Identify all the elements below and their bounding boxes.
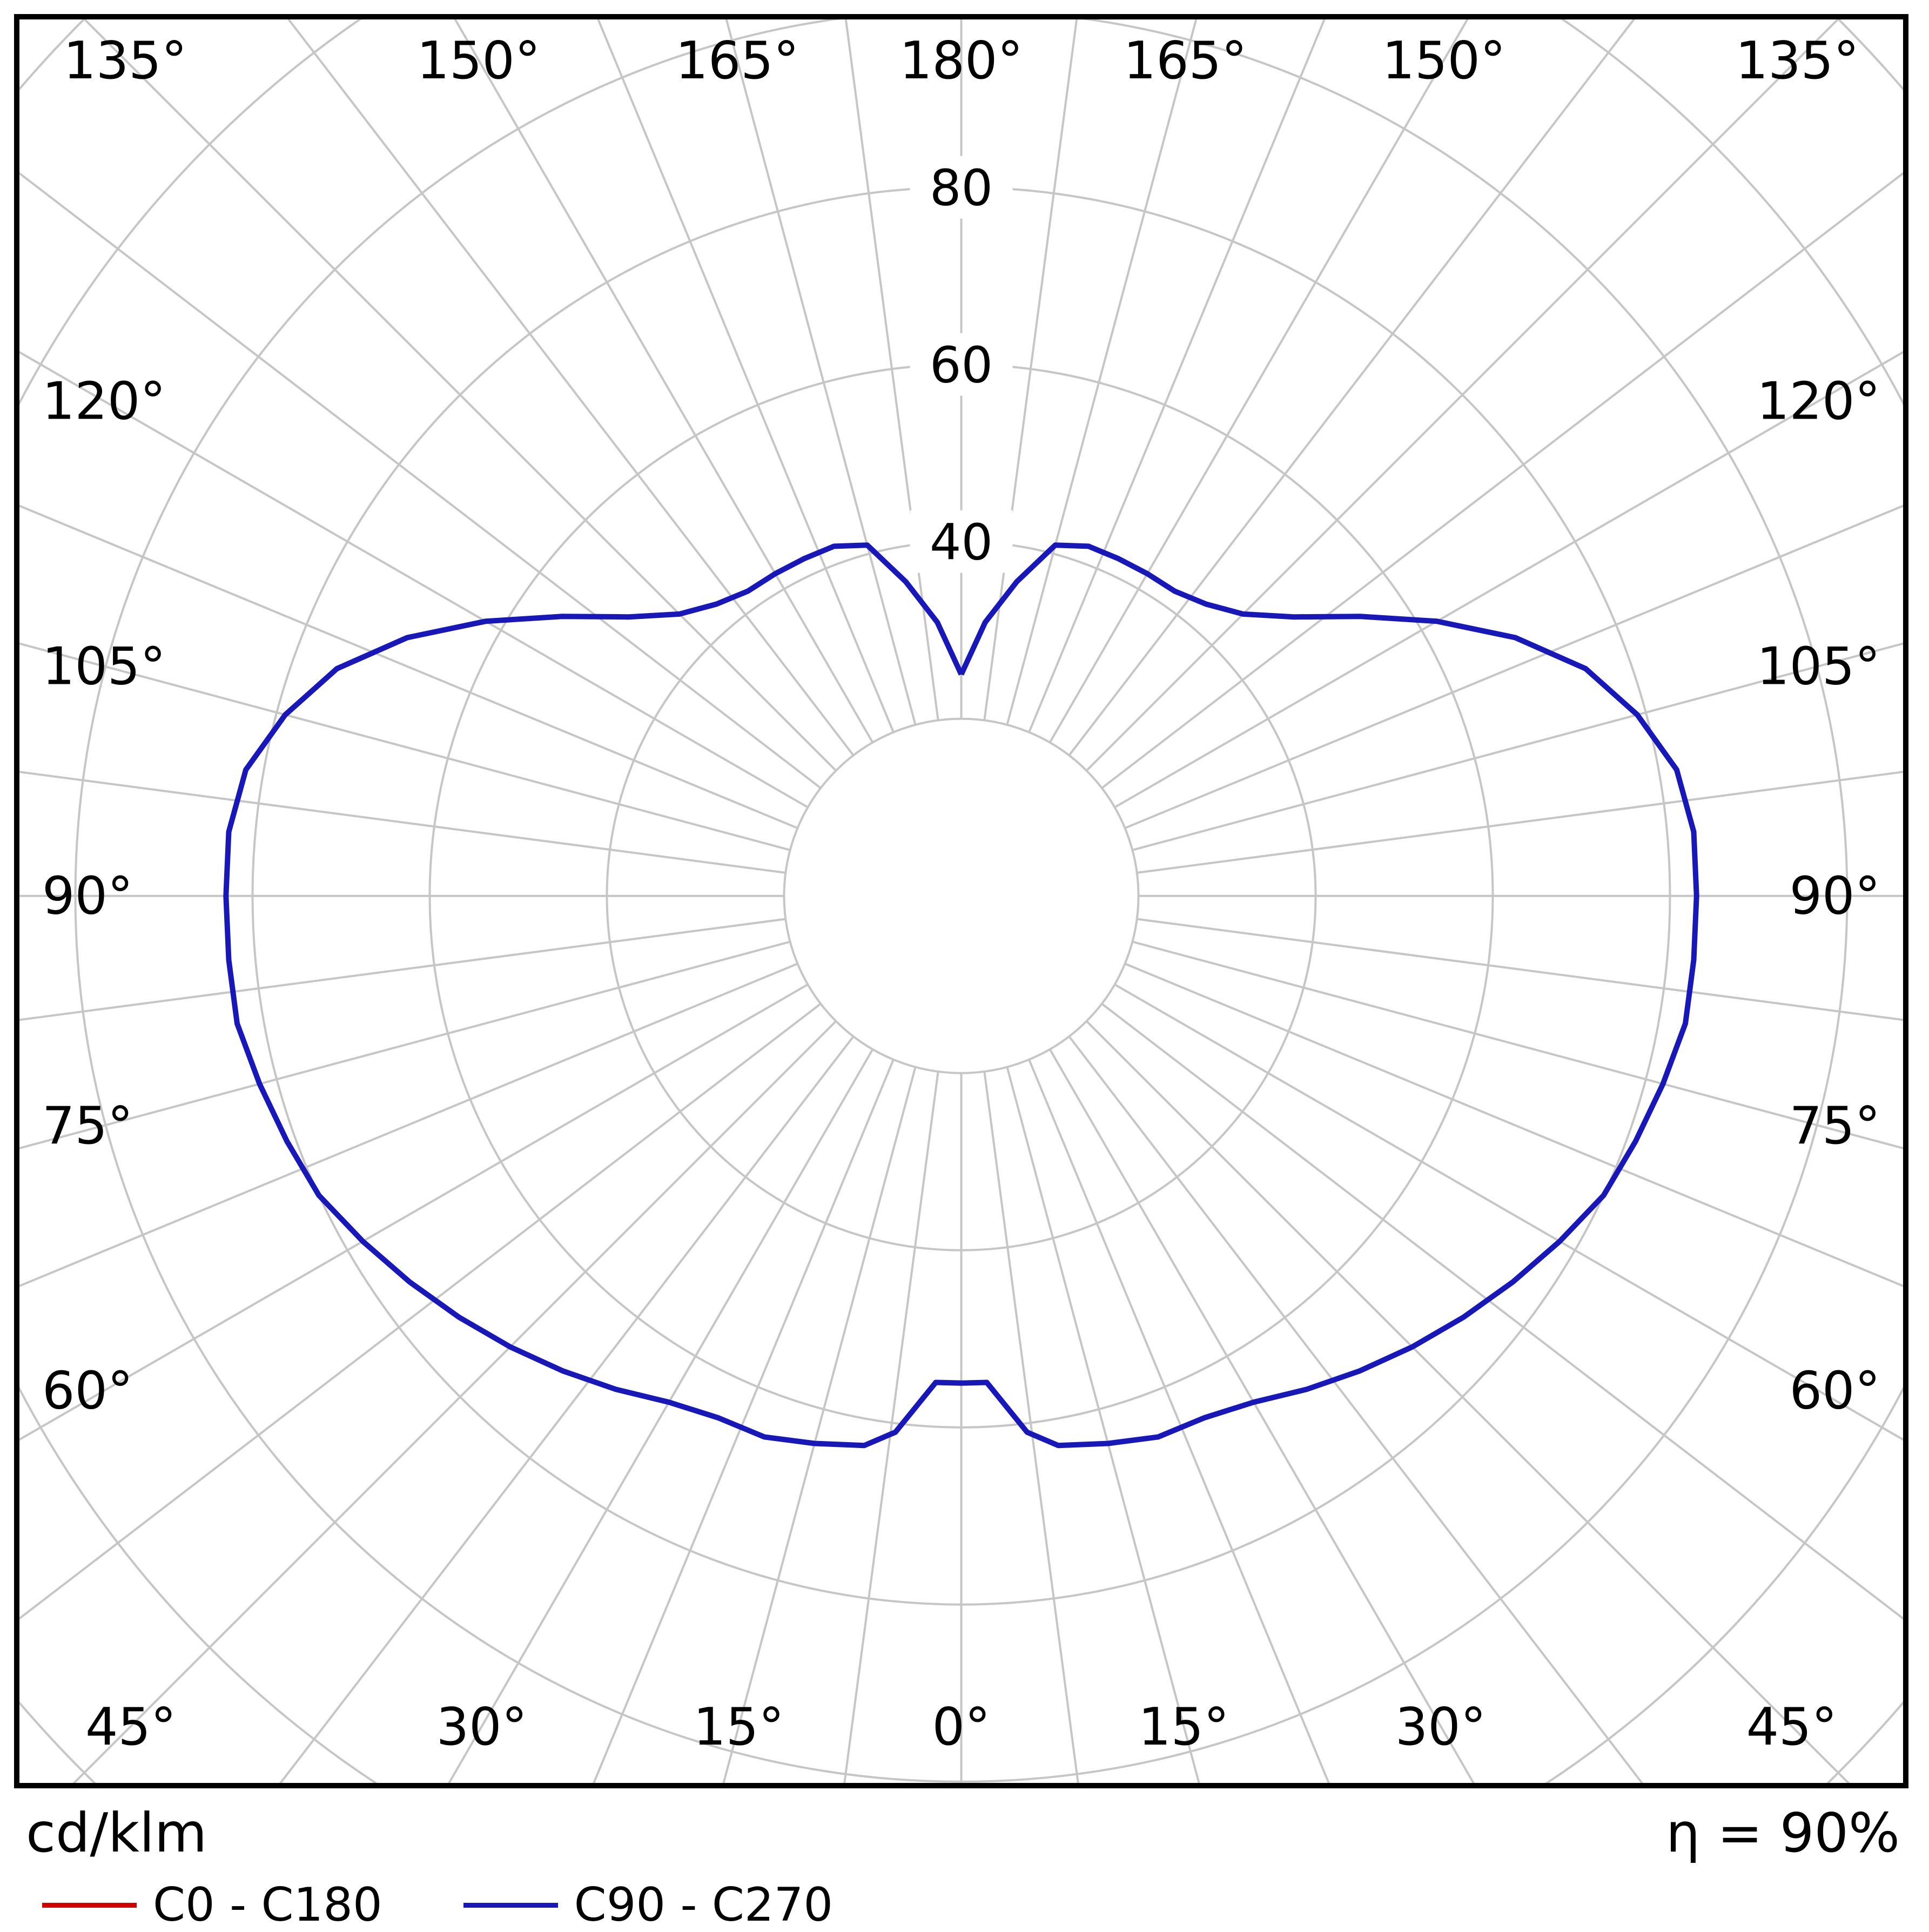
angle-label: 90° bbox=[1790, 867, 1880, 926]
angle-label: 45° bbox=[85, 1698, 176, 1757]
grid-spoke bbox=[1086, 1020, 1850, 1783]
grid-spoke bbox=[448, 1048, 874, 1783]
grid-spoke bbox=[1132, 940, 1903, 1149]
polar-plot-frame: 40 60 80 0° 15° 15° 30° 30° 45° 45° 60° 60° 75° 75° 90… bbox=[14, 14, 1908, 1788]
grid-spoke bbox=[593, 1059, 895, 1783]
legend-label-c0-c180: C0 - C180 bbox=[153, 1878, 382, 1932]
angle-label: 150° bbox=[417, 31, 541, 91]
grid-spoke bbox=[722, 1067, 917, 1783]
legend-item-c90-c270: C90 - C270 bbox=[463, 1878, 833, 1932]
angle-label: 150° bbox=[1382, 31, 1506, 91]
grid-spoke bbox=[1028, 1059, 1330, 1783]
grid-spoke bbox=[1048, 1048, 1475, 1783]
grid-spoke bbox=[725, 19, 917, 725]
grid-spoke bbox=[454, 19, 874, 743]
grid-spoke bbox=[19, 918, 786, 1021]
intensity-curve bbox=[223, 542, 1699, 1449]
angle-label: 45° bbox=[1746, 1698, 1837, 1757]
legend-label-c90-c270: C90 - C270 bbox=[574, 1878, 834, 1932]
legend-item-c0-c180: C0 - C180 bbox=[42, 1878, 382, 1932]
grid-spoke bbox=[1028, 19, 1326, 733]
grid-spoke bbox=[83, 19, 837, 772]
grid-spoke bbox=[19, 642, 791, 851]
angle-label: 0° bbox=[932, 1698, 991, 1757]
angle-label: 60° bbox=[42, 1362, 133, 1421]
angle-label: 105° bbox=[42, 637, 166, 697]
angle-label: 165° bbox=[675, 31, 799, 91]
angle-label: 60° bbox=[1790, 1362, 1880, 1421]
grid-spoke bbox=[597, 19, 895, 733]
grid-spoke bbox=[1086, 19, 1840, 772]
c90-c270-line-swatch bbox=[463, 1902, 558, 1908]
angle-label: 165° bbox=[1124, 31, 1247, 91]
polar-chart: 40 60 80 0° 15° 15° 30° 30° 45° 45° 60° 60° 75° 75° 90… bbox=[19, 19, 1903, 1783]
grid-spoke bbox=[1068, 19, 1636, 756]
angle-label: 135° bbox=[1736, 31, 1859, 91]
efficiency-label: η = 90% bbox=[1665, 1801, 1900, 1864]
tick-label-halo bbox=[910, 333, 1013, 396]
grid-spoke bbox=[1101, 172, 1903, 789]
grid-spoke bbox=[19, 351, 809, 809]
grid-spoke bbox=[19, 504, 798, 830]
grid-spoke bbox=[1114, 983, 1903, 1441]
grid-spoke bbox=[287, 19, 855, 756]
grid-spoke bbox=[19, 771, 786, 874]
radial-tick-label: 60 bbox=[930, 336, 993, 394]
grid-spoke bbox=[1048, 19, 1469, 743]
angle-label: 15° bbox=[693, 1698, 784, 1757]
angle-label: 90° bbox=[42, 867, 133, 926]
grid-circle bbox=[783, 717, 1140, 1074]
grid-spoke bbox=[1101, 1002, 1903, 1620]
unit-label: cd/klm bbox=[26, 1801, 207, 1864]
angle-label: 180° bbox=[899, 31, 1023, 91]
angle-label: 75° bbox=[1790, 1096, 1880, 1156]
angle-label: 120° bbox=[42, 372, 166, 432]
grid-spoke bbox=[19, 940, 791, 1149]
grid-spoke bbox=[1006, 19, 1198, 725]
legend: C0 - C180 C90 - C270 bbox=[42, 1878, 833, 1932]
angle-label: 30° bbox=[436, 1698, 527, 1757]
grid-spoke bbox=[1137, 771, 1903, 874]
grid-spoke bbox=[843, 1071, 939, 1783]
grid-spoke bbox=[279, 1035, 855, 1783]
grid-spoke bbox=[1124, 504, 1903, 830]
radial-tick-label: 40 bbox=[930, 514, 993, 571]
grid-spoke bbox=[19, 962, 798, 1288]
grid-spoke bbox=[19, 1002, 822, 1620]
grid-spoke bbox=[1068, 1035, 1644, 1783]
grid-spoke bbox=[1124, 962, 1903, 1288]
angle-label: 75° bbox=[42, 1096, 133, 1156]
grid-spoke bbox=[19, 172, 822, 789]
angle-label: 120° bbox=[1757, 372, 1880, 432]
grid-spoke bbox=[1132, 642, 1903, 851]
angle-label: 15° bbox=[1138, 1698, 1229, 1757]
grid-spoke bbox=[1114, 351, 1903, 809]
grid-spoke bbox=[983, 1071, 1079, 1783]
angle-label: 30° bbox=[1395, 1698, 1486, 1757]
footer: cd/klm η = 90% C0 - C180 C90 - C270 bbox=[0, 1788, 1929, 1932]
grid-spoke bbox=[1137, 918, 1903, 1021]
tick-label-halo bbox=[910, 156, 1013, 219]
grid-spoke bbox=[72, 1020, 837, 1783]
angle-label: 105° bbox=[1757, 637, 1880, 697]
grid-spoke bbox=[19, 983, 809, 1441]
grid-spoke bbox=[1006, 1067, 1200, 1783]
angle-label: 135° bbox=[63, 31, 187, 91]
tick-label-halo bbox=[910, 510, 1013, 573]
c0-c180-line-swatch bbox=[42, 1902, 137, 1908]
radial-tick-label: 80 bbox=[930, 159, 993, 217]
